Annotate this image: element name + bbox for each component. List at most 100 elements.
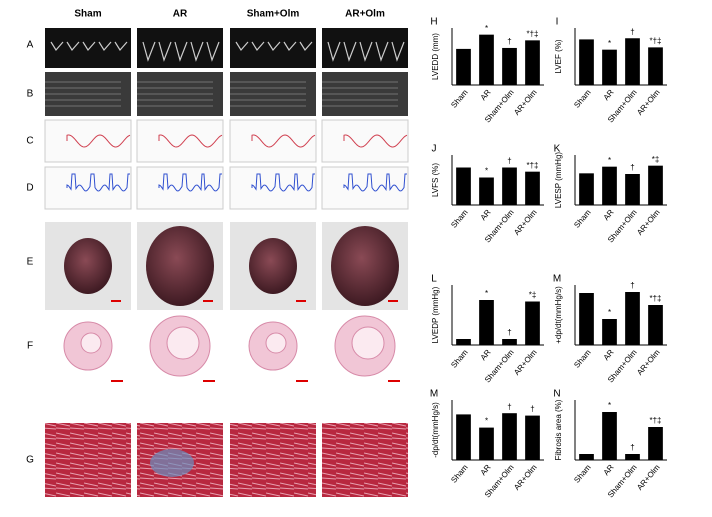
lumen <box>80 332 102 354</box>
bar <box>479 177 494 205</box>
row-letter: F <box>27 341 33 352</box>
pressure-trace <box>158 134 223 148</box>
panel-letter: M <box>430 389 438 400</box>
significance-label: *†‡ <box>649 294 661 303</box>
bar <box>502 339 517 345</box>
y-axis-label: LVFS (%) <box>431 163 440 197</box>
y-axis-label: LVESP (mmHg) <box>554 152 563 208</box>
bar <box>456 414 471 460</box>
significance-label: † <box>507 37 511 46</box>
bar <box>602 412 617 460</box>
pressure-trace <box>251 134 316 148</box>
bar <box>602 49 617 85</box>
bar <box>625 38 640 85</box>
bar <box>579 173 594 205</box>
bar <box>479 300 494 345</box>
bar <box>456 167 471 205</box>
row-letter: D <box>26 183 33 194</box>
bar <box>525 301 540 345</box>
pressure-trace <box>343 173 407 192</box>
trace-panel <box>136 166 224 210</box>
panel-letter: I <box>556 17 559 28</box>
x-tick-label: AR+Olm <box>635 208 662 237</box>
trace-panel <box>44 166 132 210</box>
bar <box>525 171 540 205</box>
significance-label: *‡ <box>652 155 660 164</box>
bar <box>579 39 594 85</box>
panel-letter: N <box>553 389 560 400</box>
heart <box>64 238 112 294</box>
significance-label: † <box>630 163 634 172</box>
significance-label: † <box>507 157 511 166</box>
significance-label: † <box>507 402 511 411</box>
trace-panel <box>229 119 317 163</box>
panel-letter: H <box>430 17 437 28</box>
x-tick-label: Sham <box>449 88 470 110</box>
row-letter: C <box>26 136 33 147</box>
bar <box>579 293 594 345</box>
row-letter: B <box>27 89 34 100</box>
x-tick-label: AR <box>479 88 493 102</box>
significance-label: * <box>485 289 488 298</box>
significance-label: * <box>485 167 488 176</box>
echo-image <box>322 28 408 68</box>
echo-image <box>230 28 316 68</box>
scale-bar <box>296 380 308 382</box>
significance-label: † <box>630 27 634 36</box>
masson-stain <box>45 423 131 497</box>
x-tick-label: AR <box>602 348 616 362</box>
x-tick-label: AR+Olm <box>635 88 662 117</box>
row-letter: A <box>27 40 34 51</box>
x-tick-label: AR+Olm <box>635 463 662 492</box>
bar <box>625 454 640 460</box>
column-header: Sham+Olm <box>247 9 300 20</box>
bar <box>579 454 594 460</box>
x-tick-label: AR <box>479 208 493 222</box>
lumen <box>166 326 200 360</box>
pressure-trace <box>66 134 131 148</box>
pressure-trace <box>158 173 222 192</box>
bar <box>648 427 663 460</box>
significance-label: *†‡ <box>649 416 661 425</box>
bar <box>648 165 663 205</box>
x-tick-label: Sham <box>572 463 593 485</box>
panel-letter: M <box>553 274 561 285</box>
x-tick-label: AR+Olm <box>512 463 539 492</box>
panel-letter: J <box>432 144 437 155</box>
x-tick-label: AR <box>602 88 616 102</box>
trace-panel <box>136 119 224 163</box>
x-tick-label: Sham <box>449 208 470 230</box>
bar <box>502 167 517 205</box>
heart <box>249 238 297 294</box>
y-axis-label: LVEDD (mm) <box>431 33 440 80</box>
significance-label: † <box>530 405 534 414</box>
y-axis-label: +dp/dt(mmHg/s) <box>554 286 563 344</box>
x-tick-label: AR+Olm <box>512 88 539 117</box>
significance-label: † <box>507 328 511 337</box>
bar <box>456 339 471 345</box>
echo-trace <box>50 41 128 52</box>
bar <box>525 40 540 85</box>
trace-panel <box>229 166 317 210</box>
scale-bar <box>388 300 398 302</box>
x-tick-label: AR <box>602 463 616 477</box>
row-letter: E <box>27 257 34 268</box>
scale-bar <box>203 380 215 382</box>
scale-bar <box>111 380 123 382</box>
significance-label: *‡ <box>529 291 537 300</box>
bar <box>602 166 617 205</box>
significance-label: * <box>608 156 611 165</box>
masson-stain <box>230 423 316 497</box>
significance-label: * <box>485 24 488 33</box>
trace-panel <box>44 119 132 163</box>
pressure-trace <box>251 173 315 192</box>
x-tick-label: AR <box>602 208 616 222</box>
significance-label: * <box>608 308 611 317</box>
echo-image <box>137 28 223 68</box>
trace-panel <box>321 119 409 163</box>
panel-letter: K <box>554 144 561 155</box>
bar <box>479 34 494 85</box>
x-tick-label: Sham <box>572 208 593 230</box>
y-axis-label: -dp/dt(mmHg/s) <box>431 402 440 458</box>
y-axis-label: LVEDP (mmHg) <box>431 286 440 343</box>
